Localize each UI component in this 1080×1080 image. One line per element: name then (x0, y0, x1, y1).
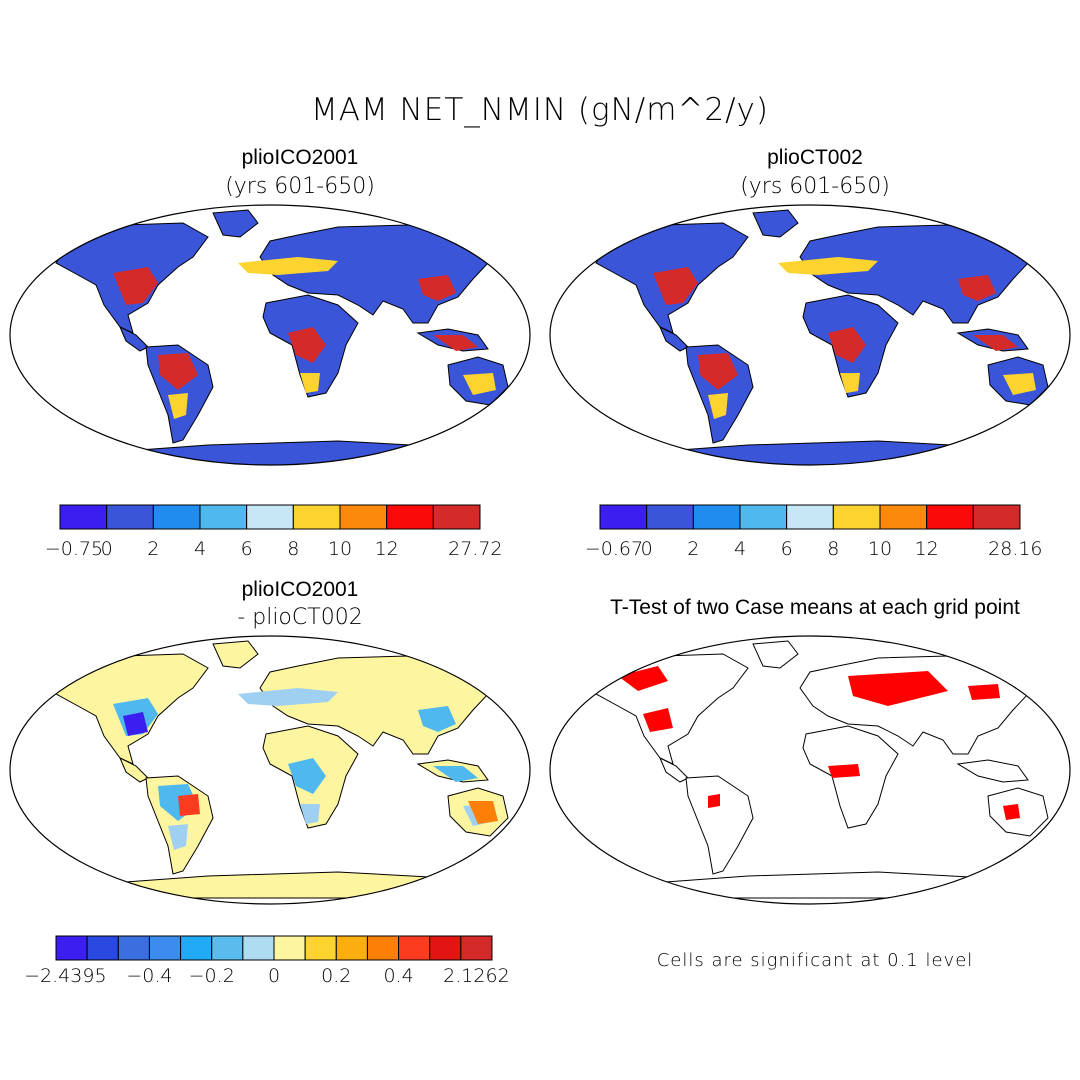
colorbar-swatch (106, 504, 154, 530)
colorbar-tick-label: −0.75 (45, 538, 103, 560)
colorbar-swatch (86, 935, 119, 961)
colorbar-tick-label: 10 (328, 538, 352, 560)
colorbar-tick-label: 4 (734, 538, 746, 560)
colorbar-swatch (339, 504, 388, 530)
significance-note: Cells are significant at 0.1 level (656, 950, 974, 971)
colorbar-tick-label: 10 (868, 538, 892, 560)
colorbar-swatch (55, 935, 88, 961)
colorbar-tick-label: 0 (641, 538, 653, 560)
colorbar-swatch (646, 504, 694, 530)
colorbar-tick-label: 27.72 (448, 538, 502, 560)
colorbar-swatch (59, 504, 108, 530)
colorbar-swatch (304, 935, 337, 961)
colorbar-swatch (832, 504, 881, 530)
map-panel-1 (55, 209, 514, 465)
colorbar-swatch (879, 504, 928, 530)
colorbar-tick-label: 2 (147, 538, 159, 560)
colorbar-swatch (432, 504, 481, 530)
colorbar-swatch (292, 504, 341, 530)
colorbar-tick-label: 0 (101, 538, 113, 560)
colorbar-swatch (926, 504, 974, 530)
colorbar-tick-label: 6 (241, 538, 253, 560)
colorbar-tick-label: 0 (268, 965, 280, 987)
colorbar-tick-label: 8 (287, 538, 299, 560)
colorbar-tick-label: −0.4 (126, 965, 172, 987)
colorbar-tick-label: −2.4395 (24, 965, 106, 987)
colorbar-swatch (460, 935, 493, 961)
colorbar-swatch (242, 935, 275, 961)
colorbar-1: −0.750 2 4 6 8 10 12 27.72 (45, 504, 503, 560)
map-panel-4 (595, 640, 1054, 899)
map-panel-3-frame (9, 635, 531, 905)
colorbar-swatch (117, 935, 150, 961)
colorbar-swatch (152, 504, 201, 530)
panel2-title: plioCT002 (767, 146, 863, 169)
colorbar-swatch (273, 935, 306, 961)
colorbar-tick-label: 2.1262 (443, 965, 509, 987)
figure-title: MAM NET_NMIN (gN/m^2/y) (311, 92, 769, 128)
map-panel-2 (595, 209, 1054, 465)
panel1-title: plioICO2001 (241, 146, 359, 169)
map-panel-4-frame (549, 635, 1071, 905)
panel2-subtitle: (yrs 601-650) (740, 174, 890, 199)
colorbar-swatch (199, 504, 248, 530)
colorbar-swatch (739, 504, 788, 530)
colorbar-tick-label: −0.2 (189, 965, 235, 987)
colorbar-tick-label: 4 (194, 538, 206, 560)
colorbar-swatch (246, 504, 294, 530)
panel3-title: plioICO2001 (241, 578, 359, 601)
colorbar-tick-label: 28.16 (988, 538, 1042, 560)
colorbar-swatch (599, 504, 648, 530)
panel4-title: T-Test of two Case means at each grid po… (610, 596, 1020, 619)
colorbar-tick-label: 6 (781, 538, 793, 560)
colorbar-swatch (692, 504, 741, 530)
colorbar-3: −2.4395 −0.4 −0.2 0 0.2 0.4 2.1262 (24, 935, 510, 987)
colorbar-tick-label: 0.4 (383, 965, 413, 987)
colorbar-swatch (429, 935, 462, 961)
colorbar-swatch (366, 935, 400, 961)
map-panel-1-frame (9, 204, 531, 466)
colorbar-tick-label: 0.2 (321, 965, 351, 987)
panel1-subtitle: (yrs 601-650) (225, 174, 375, 199)
colorbar-swatch (180, 935, 213, 961)
map-panel-2-frame (549, 204, 1071, 466)
colorbar-tick-label: 2 (687, 538, 699, 560)
colorbar-tick-label: −0.67 (585, 538, 643, 560)
colorbar-tick-label: 12 (375, 538, 399, 560)
colorbar-swatch (335, 935, 368, 961)
colorbar-swatch (972, 504, 1021, 530)
panel3-subtitle: - plioCT002 (237, 605, 363, 630)
colorbar-swatch (148, 935, 182, 961)
map-panel-3 (55, 640, 514, 899)
colorbar-swatch (786, 504, 834, 530)
colorbar-tick-label: 8 (827, 538, 839, 560)
colorbar-swatch (398, 935, 431, 961)
colorbar-swatch (386, 504, 434, 530)
colorbar-2: −0.670 2 4 6 8 10 12 28.16 (585, 504, 1043, 560)
colorbar-swatch (211, 935, 244, 961)
colorbar-tick-label: 12 (915, 538, 939, 560)
